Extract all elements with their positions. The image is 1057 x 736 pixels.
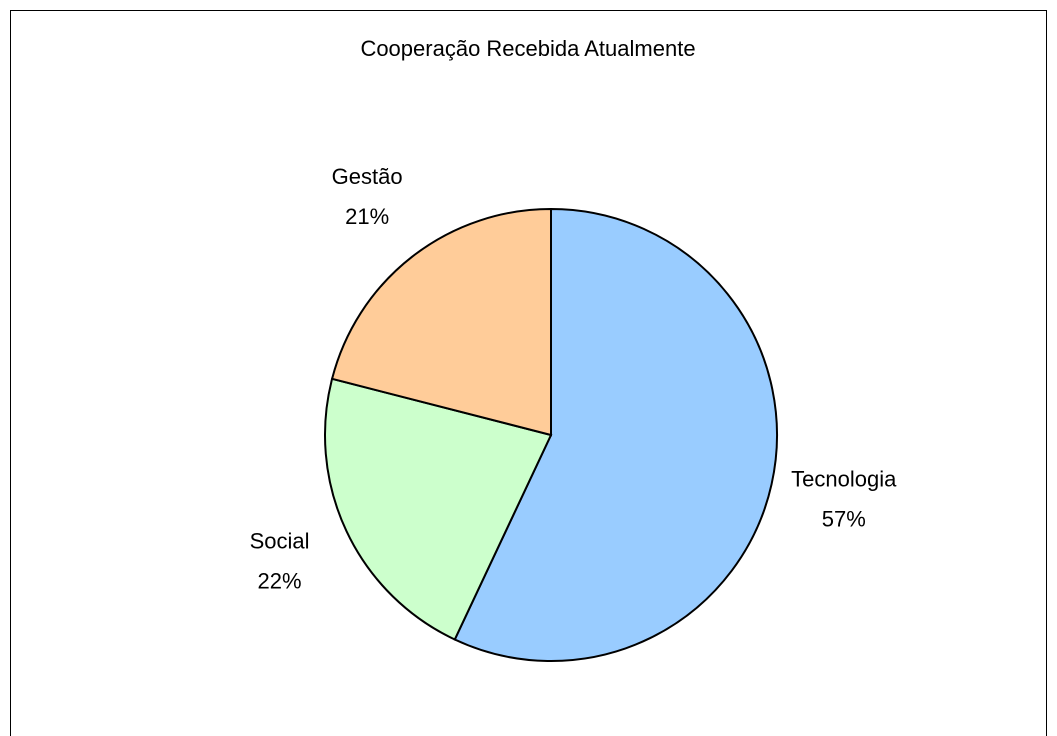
slice-value-label: 57% (822, 506, 866, 531)
slice-value-label: 22% (258, 569, 302, 594)
slice-label: Tecnologia (791, 466, 897, 491)
pie-slice (453, 207, 778, 662)
chart-title: Cooperação Recebida Atualmente (360, 36, 695, 61)
pie-slice (330, 207, 552, 437)
slice-label: Gestão (332, 164, 403, 189)
slice-value-label: 21% (345, 204, 389, 229)
slice-label: Social (250, 529, 310, 554)
pie-slice (324, 377, 553, 641)
